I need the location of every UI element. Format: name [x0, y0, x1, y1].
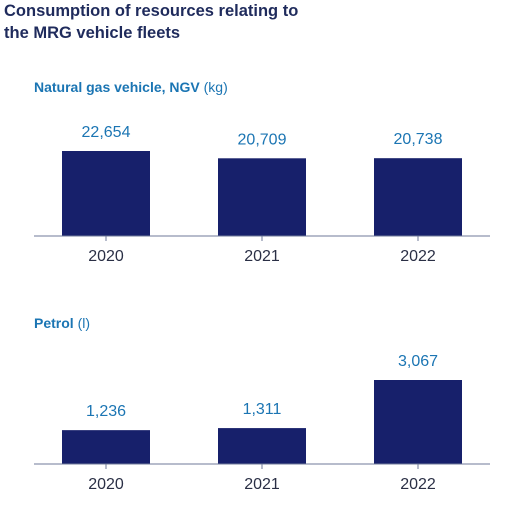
ngv-bar-2022 — [374, 158, 462, 236]
petrol-bar-2021 — [218, 428, 306, 464]
ngv-value-label-2021: 20,709 — [238, 131, 287, 148]
petrol-bar-2022 — [374, 380, 462, 464]
petrol-chart-title: Petrol (l) — [34, 314, 90, 332]
petrol-value-label-2020: 1,236 — [86, 403, 126, 420]
ngv-bar-chart: 22,654 2020 20,709 2021 20,738 2022 — [34, 124, 490, 265]
ngv-value-label-2022: 20,738 — [394, 131, 443, 148]
ngv-tick-label-2020: 2020 — [88, 248, 124, 265]
petrol-chart-unit: (l) — [77, 315, 91, 331]
petrol-chart-title-text: Petrol — [34, 315, 74, 331]
ngv-bar-2020 — [62, 151, 150, 236]
petrol-value-label-2021: 1,311 — [243, 401, 282, 418]
ngv-chart-title: Natural gas vehicle, NGV (kg) — [34, 78, 228, 96]
ngv-chart-title-text: Natural gas vehicle, NGV — [34, 79, 200, 95]
petrol-tick-label-2022: 2022 — [400, 476, 436, 493]
petrol-tick-label-2020: 2020 — [88, 476, 124, 493]
ngv-tick-label-2022: 2022 — [400, 248, 436, 265]
ngv-bar-2021 — [218, 158, 306, 236]
petrol-value-label-2022: 3,067 — [398, 353, 438, 370]
petrol-bar-2020 — [62, 430, 150, 464]
ngv-chart-unit: (kg) — [203, 79, 228, 95]
petrol-bar-chart: 1,236 2020 1,311 2021 3,067 2022 — [34, 353, 490, 493]
ngv-tick-label-2021: 2021 — [244, 248, 280, 265]
page-title-line-1: Consumption of resources relating to — [4, 2, 299, 20]
petrol-tick-label-2021: 2021 — [244, 476, 280, 493]
page-title-line-2: the MRG vehicle fleets — [4, 24, 181, 42]
ngv-value-label-2020: 22,654 — [82, 124, 131, 141]
page-title: Consumption of resources relating to the… — [4, 0, 298, 44]
